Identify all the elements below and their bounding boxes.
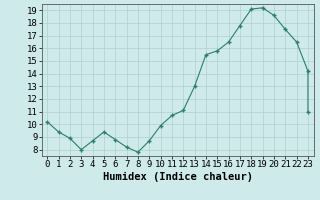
X-axis label: Humidex (Indice chaleur): Humidex (Indice chaleur) (103, 172, 252, 182)
